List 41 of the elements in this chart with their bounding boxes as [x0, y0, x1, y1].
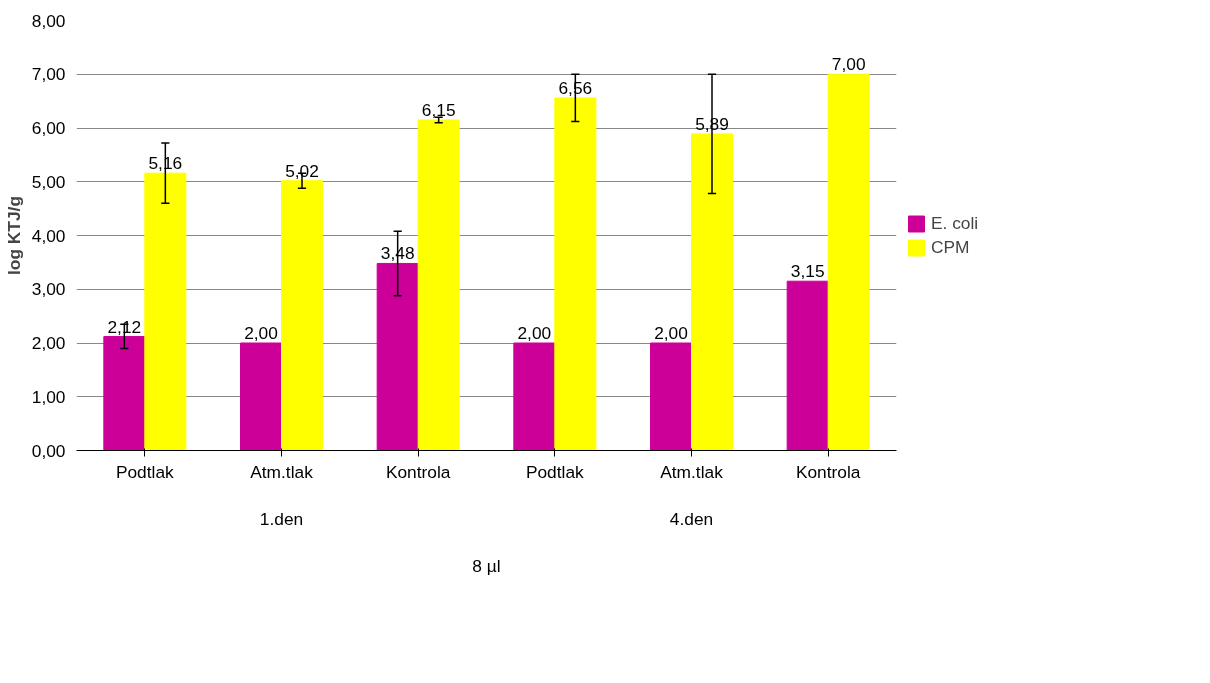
bar: [691, 133, 733, 451]
y-tick-label: 7,00: [31, 64, 66, 85]
bar: [513, 342, 556, 451]
data-label: 2,00: [654, 323, 688, 343]
text: 4.den: [669, 508, 714, 529]
data-label: 3,15: [790, 261, 825, 282]
bar: [103, 336, 146, 451]
data-label: 2,00: [517, 323, 552, 343]
bar: [240, 342, 282, 451]
bar: [376, 262, 419, 451]
bar: [144, 172, 187, 451]
text: 8 µl: [472, 555, 501, 576]
bar: [827, 73, 870, 451]
y-tick-label: 4,00: [31, 225, 66, 246]
y-tick-label: 0,00: [31, 440, 66, 461]
bar: [554, 97, 597, 451]
y-tick-label: 6,00: [31, 118, 66, 138]
bar: [786, 280, 829, 451]
legend-label: CPM: [931, 236, 970, 258]
x-tick-label: Atm.tlak: [250, 461, 314, 482]
data-label: 6,15: [421, 99, 456, 120]
data-label: 5,02: [285, 160, 319, 181]
bar: [281, 180, 323, 451]
data-label: 2,12: [107, 316, 142, 337]
x-tick-label: Atm.tlak: [660, 461, 724, 482]
y-tick-label: 3,00: [31, 279, 66, 300]
y-axis-title: log KTJ/g: [3, 196, 24, 275]
text: 1.den: [259, 508, 304, 529]
x-tick-label: Kontrola: [795, 461, 861, 482]
x-tick-label: Podtlak: [525, 461, 585, 482]
y-tick-label: 1,00: [31, 386, 66, 407]
x-tick-label: Podtlak: [115, 461, 175, 482]
legend-label: E. coli: [931, 212, 979, 234]
y-tick-label: 5,00: [31, 171, 66, 192]
data-label: 7,00: [831, 54, 866, 75]
y-tick-label: 8,00: [31, 10, 66, 31]
y-tick-label: 2,00: [31, 333, 66, 353]
bar: [650, 342, 692, 451]
data-label: 2,00: [244, 323, 278, 343]
bar: [417, 119, 460, 451]
x-tick-label: Kontrola: [385, 461, 451, 482]
